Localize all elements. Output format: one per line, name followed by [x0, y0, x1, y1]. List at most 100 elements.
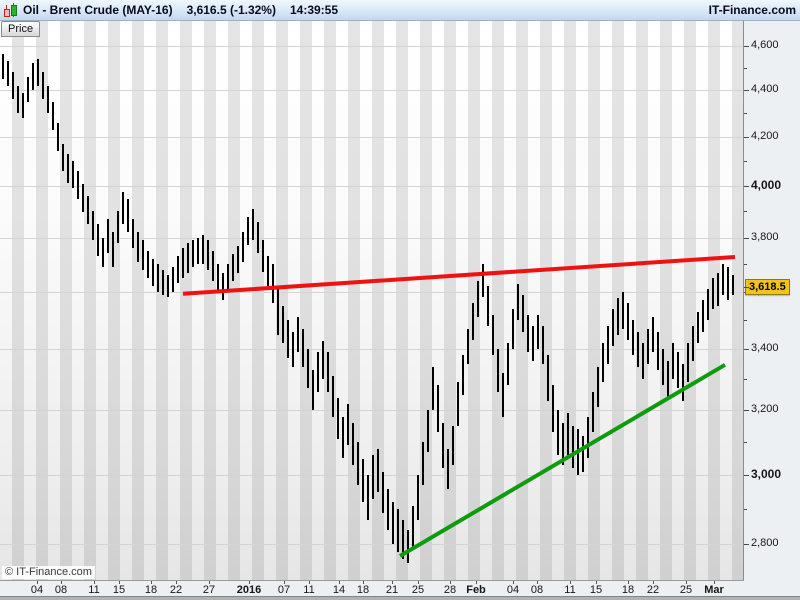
instrument-title: Oil - Brent Crude (MAY-16): [23, 3, 173, 17]
x-tick-label: 08: [54, 584, 68, 596]
y-tick-label: 3,800: [751, 231, 779, 243]
chart-plot-area[interactable]: © IT-Finance.com: [0, 21, 744, 580]
grid-line: [0, 46, 743, 47]
trendline-support[interactable]: [398, 363, 727, 558]
grid-line: [0, 90, 743, 91]
x-tick: [151, 581, 152, 584]
price-bar: [532, 326, 534, 362]
price-bar: [547, 355, 549, 401]
price-bar: [602, 343, 604, 383]
price-bar: [377, 448, 379, 492]
x-tick: [686, 581, 687, 584]
tab-price[interactable]: Price: [1, 21, 41, 37]
price-bar: [537, 314, 539, 350]
x-tick-label: 18: [356, 584, 370, 596]
quote-time: 14:39:55: [289, 3, 339, 17]
price-bar: [657, 331, 659, 371]
x-tick-label: 08: [530, 584, 544, 596]
price-bar: [422, 442, 424, 486]
title-bar: Oil - Brent Crude (MAY-16) 3,616.5 (-1.3…: [0, 0, 800, 21]
price-bar: [242, 232, 244, 262]
y-tick: [744, 544, 749, 545]
price-bar: [102, 237, 104, 267]
trendline-resistance[interactable]: [182, 255, 736, 296]
price-bar: [237, 245, 239, 273]
trendlines-layer: [182, 255, 736, 558]
x-tick: [653, 581, 654, 584]
price-bar: [432, 367, 434, 411]
price-bar: [512, 308, 514, 350]
price-bar: [457, 382, 459, 427]
price-bar: [492, 314, 494, 356]
last-price-tick: [744, 287, 749, 288]
price-bar: [157, 264, 159, 292]
price-bar: [367, 475, 369, 520]
x-tick-label: 27: [202, 584, 216, 596]
time-axis[interactable]: 04 08 11 15 18 22 27 2016 07 11 14 18 21 25 28 Feb 04 08 1…: [0, 580, 744, 597]
x-tick-label: 28: [443, 584, 457, 596]
price-bar: [192, 240, 194, 268]
y-tick: [744, 238, 749, 239]
x-tick: [339, 581, 340, 584]
bottom-scrollbar[interactable]: [0, 596, 800, 600]
watermark: © IT-Finance.com: [2, 566, 95, 579]
last-quote: 3,616.5 (-1.32%): [186, 3, 276, 17]
y-tick: [744, 137, 749, 138]
price-bar: [227, 264, 229, 290]
price-bar: [462, 355, 464, 395]
y-tick: [744, 410, 749, 411]
y-minor-tick: [744, 68, 747, 69]
x-tick-label: 14: [332, 584, 346, 596]
x-tick: [714, 581, 715, 584]
price-bar: [502, 373, 504, 417]
price-bar: [112, 232, 114, 268]
last-price-tag: 3,618.5: [745, 279, 790, 295]
price-bar: [212, 250, 214, 281]
price-bar: [592, 391, 594, 433]
price-bar: [252, 208, 254, 241]
price-bar: [437, 385, 439, 433]
price-axis[interactable]: 3,618.5 4,6004,4004,2004,0003,8003,6003,…: [744, 21, 800, 596]
price-bar: [697, 311, 699, 344]
price-bar: [727, 267, 729, 301]
y-tick-label: 4,200: [751, 130, 779, 142]
price-bar: [267, 256, 269, 287]
price-bar: [72, 161, 74, 189]
x-tick: [392, 581, 393, 584]
price-bar: [382, 471, 384, 513]
x-tick-label: 11: [303, 584, 315, 596]
x-tick-label: 15: [112, 584, 126, 596]
price-bar: [622, 291, 624, 329]
y-tick: [744, 46, 749, 47]
price-bar: [172, 267, 174, 292]
price-bar: [707, 289, 709, 321]
y-tick-label: 3,400: [751, 342, 779, 354]
price-bar: [692, 326, 694, 362]
price-bar: [177, 256, 179, 284]
price-bar: [57, 122, 59, 152]
grid-line: [0, 292, 743, 293]
x-tick: [596, 581, 597, 584]
grid-line: [0, 238, 743, 239]
price-bar: [362, 458, 364, 503]
price-bar: [587, 416, 589, 459]
price-bar: [347, 404, 349, 446]
price-bar: [67, 153, 69, 184]
price-bar: [452, 426, 454, 466]
y-minor-tick: [744, 113, 747, 114]
x-tick: [476, 581, 477, 584]
price-bar: [487, 286, 489, 326]
price-bar: [332, 376, 334, 417]
x-tick: [628, 581, 629, 584]
price-bar: [607, 326, 609, 365]
x-tick-label: 11: [564, 584, 576, 596]
price-bar: [302, 328, 304, 368]
price-bar: [62, 144, 64, 172]
x-tick-label: 04: [506, 584, 520, 596]
price-bar: [542, 326, 544, 365]
x-tick-label: 11: [88, 584, 100, 596]
price-bar: [612, 308, 614, 347]
x-tick: [176, 581, 177, 584]
brand-link[interactable]: IT-Finance.com: [708, 3, 796, 17]
price-bar: [12, 72, 14, 100]
